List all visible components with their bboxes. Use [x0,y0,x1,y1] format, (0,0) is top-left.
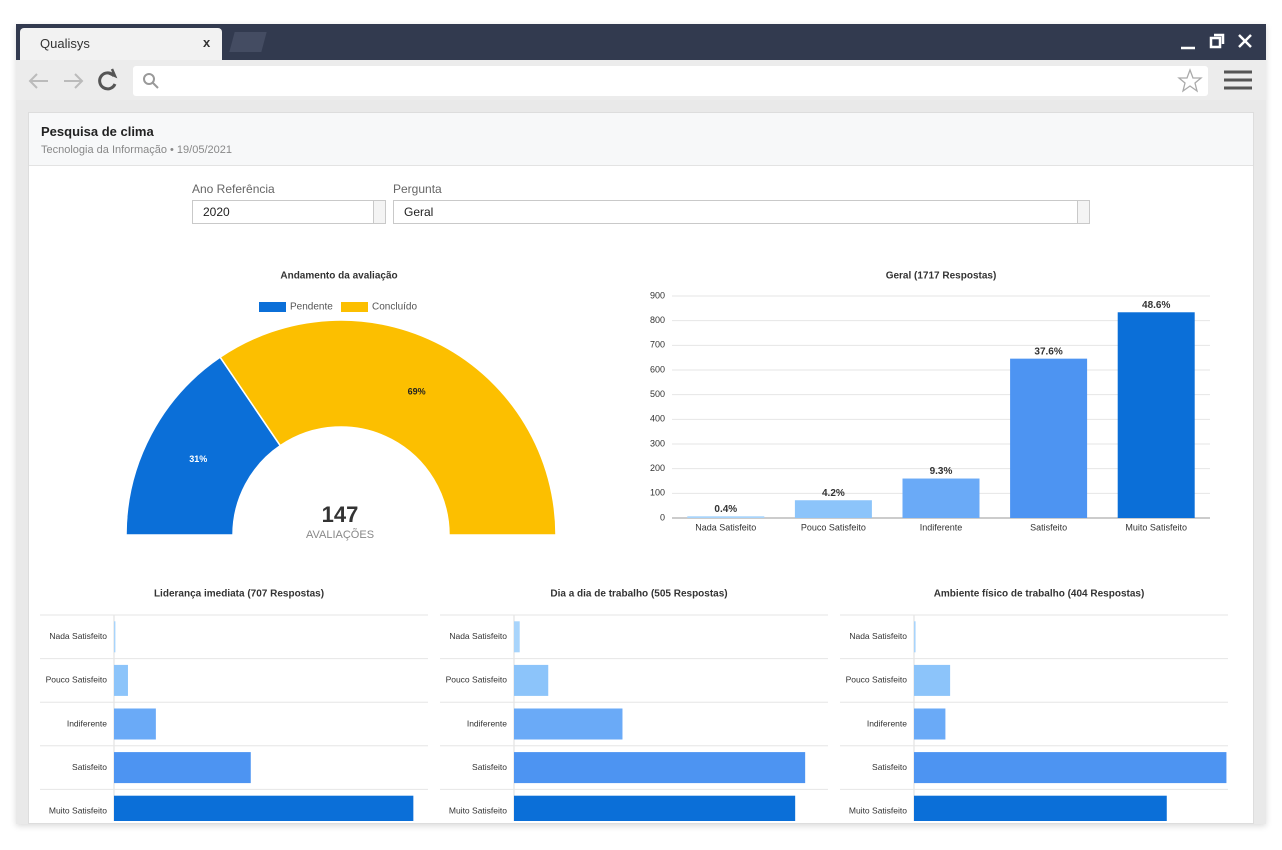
y-category-label: Indiferente [67,718,107,728]
y-category-label: Satisfeito [72,762,107,772]
y-category-label: Satisfeito [872,762,907,772]
y-tick-label: 500 [650,389,665,399]
bar [914,752,1227,784]
bar [514,621,520,653]
bookmark-star[interactable] [1177,68,1203,93]
window-controls[interactable] [1181,33,1252,50]
y-category-label: Muito Satisfeito [49,805,107,815]
center-value: 147 [322,502,359,527]
bar [902,478,980,518]
data-label: 69% [408,387,426,397]
y-tick-label: 400 [650,414,665,424]
y-category-label: Nada Satisfeito [49,631,107,641]
legend-swatch [341,302,368,312]
search-icon [143,73,159,89]
page-title: Pesquisa de clima [41,124,154,139]
donut-segment [219,319,557,536]
bar [114,795,414,821]
bar [914,795,1167,821]
chart-group: Andamento da avaliação Pendente Concluído 3… [40,271,1228,821]
y-category-label: Satisfeito [472,762,507,772]
y-category-label: Indiferente [867,718,907,728]
year-select[interactable]: 2020 [192,200,386,224]
bar [794,500,872,518]
bar [1010,358,1088,518]
y-category-label: Muito Satisfeito [849,805,907,815]
percent-label: 9.3% [930,466,953,477]
bar [514,795,796,821]
y-category-label: Pouco Satisfeito [46,675,108,685]
y-tick-label: 800 [650,315,665,325]
y-category-label: Nada Satisfeito [849,631,907,641]
tab-title: Qualisys [40,36,90,51]
bar [114,708,156,740]
bar [114,752,251,784]
y-category-label: Muito Satisfeito [449,805,507,815]
bar [514,664,549,696]
tab[interactable] [20,28,222,60]
filter-label: Pergunta [393,182,442,196]
y-tick-label: 900 [650,290,665,300]
y-tick-label: 700 [650,340,665,350]
percent-label: 37.6% [1034,346,1062,357]
y-category-label: Pouco Satisfeito [846,675,908,685]
address-bar[interactable] [133,66,1208,96]
percent-label: 48.6% [1142,300,1170,311]
bar [914,664,951,696]
y-category-label: Pouco Satisfeito [446,675,508,685]
filter-label: Ano Referência [192,182,275,196]
chart-title: Geral (1717 Respostas) [886,271,997,282]
select-value: Geral [404,205,434,219]
chart-title: Ambiente físico de trabalho (404 Respost… [934,589,1145,600]
question-select[interactable]: Geral [393,200,1090,224]
browser-icons [28,33,1252,93]
select-arrow [1077,201,1089,223]
card-header [29,113,1253,166]
bar [114,664,128,696]
y-tick-label: 600 [650,364,665,374]
menu-icon[interactable] [1224,70,1252,90]
data-label: 31% [189,454,207,464]
donut-segment [125,356,282,536]
x-tick-label: Nada Satisfeito [695,522,756,532]
bar [1117,312,1195,518]
y-tick-label: 200 [650,463,665,473]
bar [914,708,946,740]
page-subtitle: Tecnologia da Informação • 19/05/2021 [41,144,232,156]
bar [914,621,916,653]
percent-label: 0.4% [714,504,737,515]
select-arrow [373,201,385,223]
bar [514,752,806,784]
bar [114,621,116,653]
x-tick-label: Muito Satisfeito [1125,522,1187,532]
legend-label: Pendente [290,302,333,313]
x-tick-label: Satisfeito [1030,522,1067,532]
percent-label: 4.2% [822,488,845,499]
select-value: 2020 [203,205,230,219]
tab-close[interactable]: x [203,35,211,50]
y-category-label: Indiferente [467,718,507,728]
chart-title: Dia a dia de trabalho (505 Respostas) [550,589,727,600]
nav-buttons[interactable] [28,68,118,91]
legend-swatch [259,302,286,312]
chart-title: Andamento da avaliação [280,271,397,282]
y-category-label: Nada Satisfeito [449,631,507,641]
chart-title: Liderança imediata (707 Respostas) [154,589,324,600]
y-tick-label: 300 [650,438,665,448]
y-tick-label: 0 [660,512,665,522]
bar [687,516,765,518]
center-label: AVALIAÇÕES [306,528,374,541]
legend-label: Concluído [372,302,417,313]
title-bar [16,24,1266,60]
bar [514,708,623,740]
x-tick-label: Indiferente [920,522,963,532]
y-tick-label: 100 [650,488,665,498]
x-tick-label: Pouco Satisfeito [801,522,866,532]
